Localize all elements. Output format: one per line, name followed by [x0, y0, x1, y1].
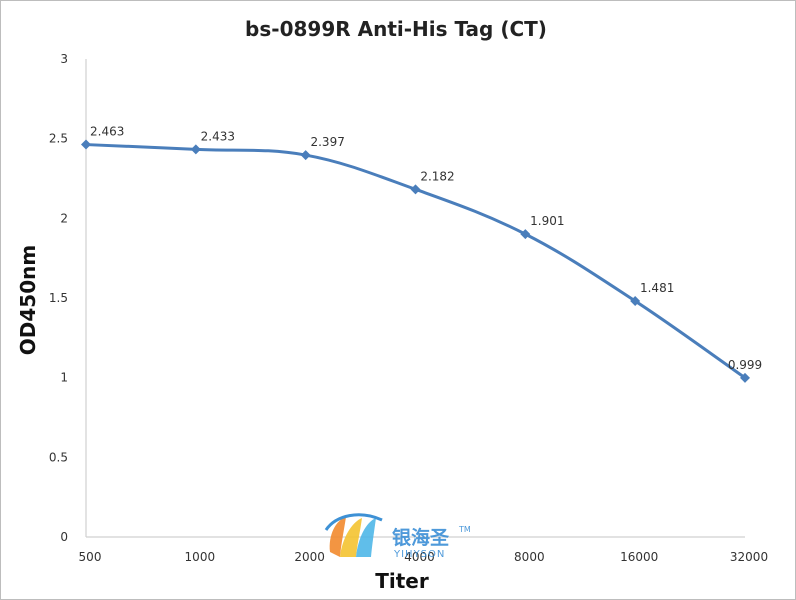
- watermark-english-text: YIHYSON: [393, 549, 445, 560]
- data-label: 1.901: [530, 214, 564, 228]
- y-tick-label: 1.5: [49, 291, 68, 305]
- data-point-marker: [520, 229, 531, 240]
- data-label: 2.433: [201, 129, 235, 143]
- yihyson-logo-icon: [324, 513, 383, 557]
- data-markers: [81, 139, 750, 383]
- data-label: 0.999: [728, 358, 762, 372]
- series-line: [85, 143, 746, 380]
- y-tick-label: 0.5: [49, 450, 68, 464]
- y-tick-label: 2.5: [49, 132, 68, 146]
- data-label: 1.481: [640, 281, 674, 295]
- data-point-marker: [81, 139, 91, 150]
- y-tick-label: 1: [60, 371, 68, 385]
- watermark-chinese-text: 银海圣: [392, 526, 450, 549]
- x-tick-label: 1000: [185, 550, 216, 564]
- x-tick-label: 500: [79, 550, 102, 564]
- x-tick-label: 32000: [730, 550, 768, 564]
- y-axis-title: OD450nm: [16, 245, 40, 355]
- x-tick-label: 4000: [404, 550, 435, 564]
- watermark-tm-text: TM: [458, 525, 471, 534]
- data-labels: 2.463 2.433 2.397 2.182 1.901 1.481 0.999: [90, 125, 762, 372]
- x-tick-label: 16000: [620, 550, 658, 564]
- x-tick-labels: 500 1000 2000 4000 8000 16000 32000: [79, 550, 769, 564]
- data-point-marker: [190, 144, 201, 155]
- y-tick-labels: 0 0.5 1 1.5 2 2.5 3: [49, 52, 68, 544]
- chart-title: bs-0899R Anti-His Tag (CT): [245, 17, 547, 41]
- data-label: 2.463: [90, 125, 124, 139]
- data-point-marker: [740, 372, 750, 383]
- data-point-marker: [630, 296, 641, 307]
- y-tick-label: 2: [60, 211, 68, 225]
- yihyson-logo: 银海圣 TM YIHYSON: [324, 513, 471, 560]
- data-point-marker: [300, 150, 311, 161]
- data-label: 2.397: [310, 135, 344, 149]
- x-tick-label: 2000: [294, 550, 325, 564]
- y-tick-label: 0: [60, 530, 68, 544]
- x-axis-title: Titer: [375, 569, 429, 593]
- x-tick-label: 8000: [514, 550, 545, 564]
- data-point-marker: [410, 184, 421, 195]
- data-label: 2.182: [420, 169, 454, 183]
- y-tick-label: 3: [60, 52, 68, 66]
